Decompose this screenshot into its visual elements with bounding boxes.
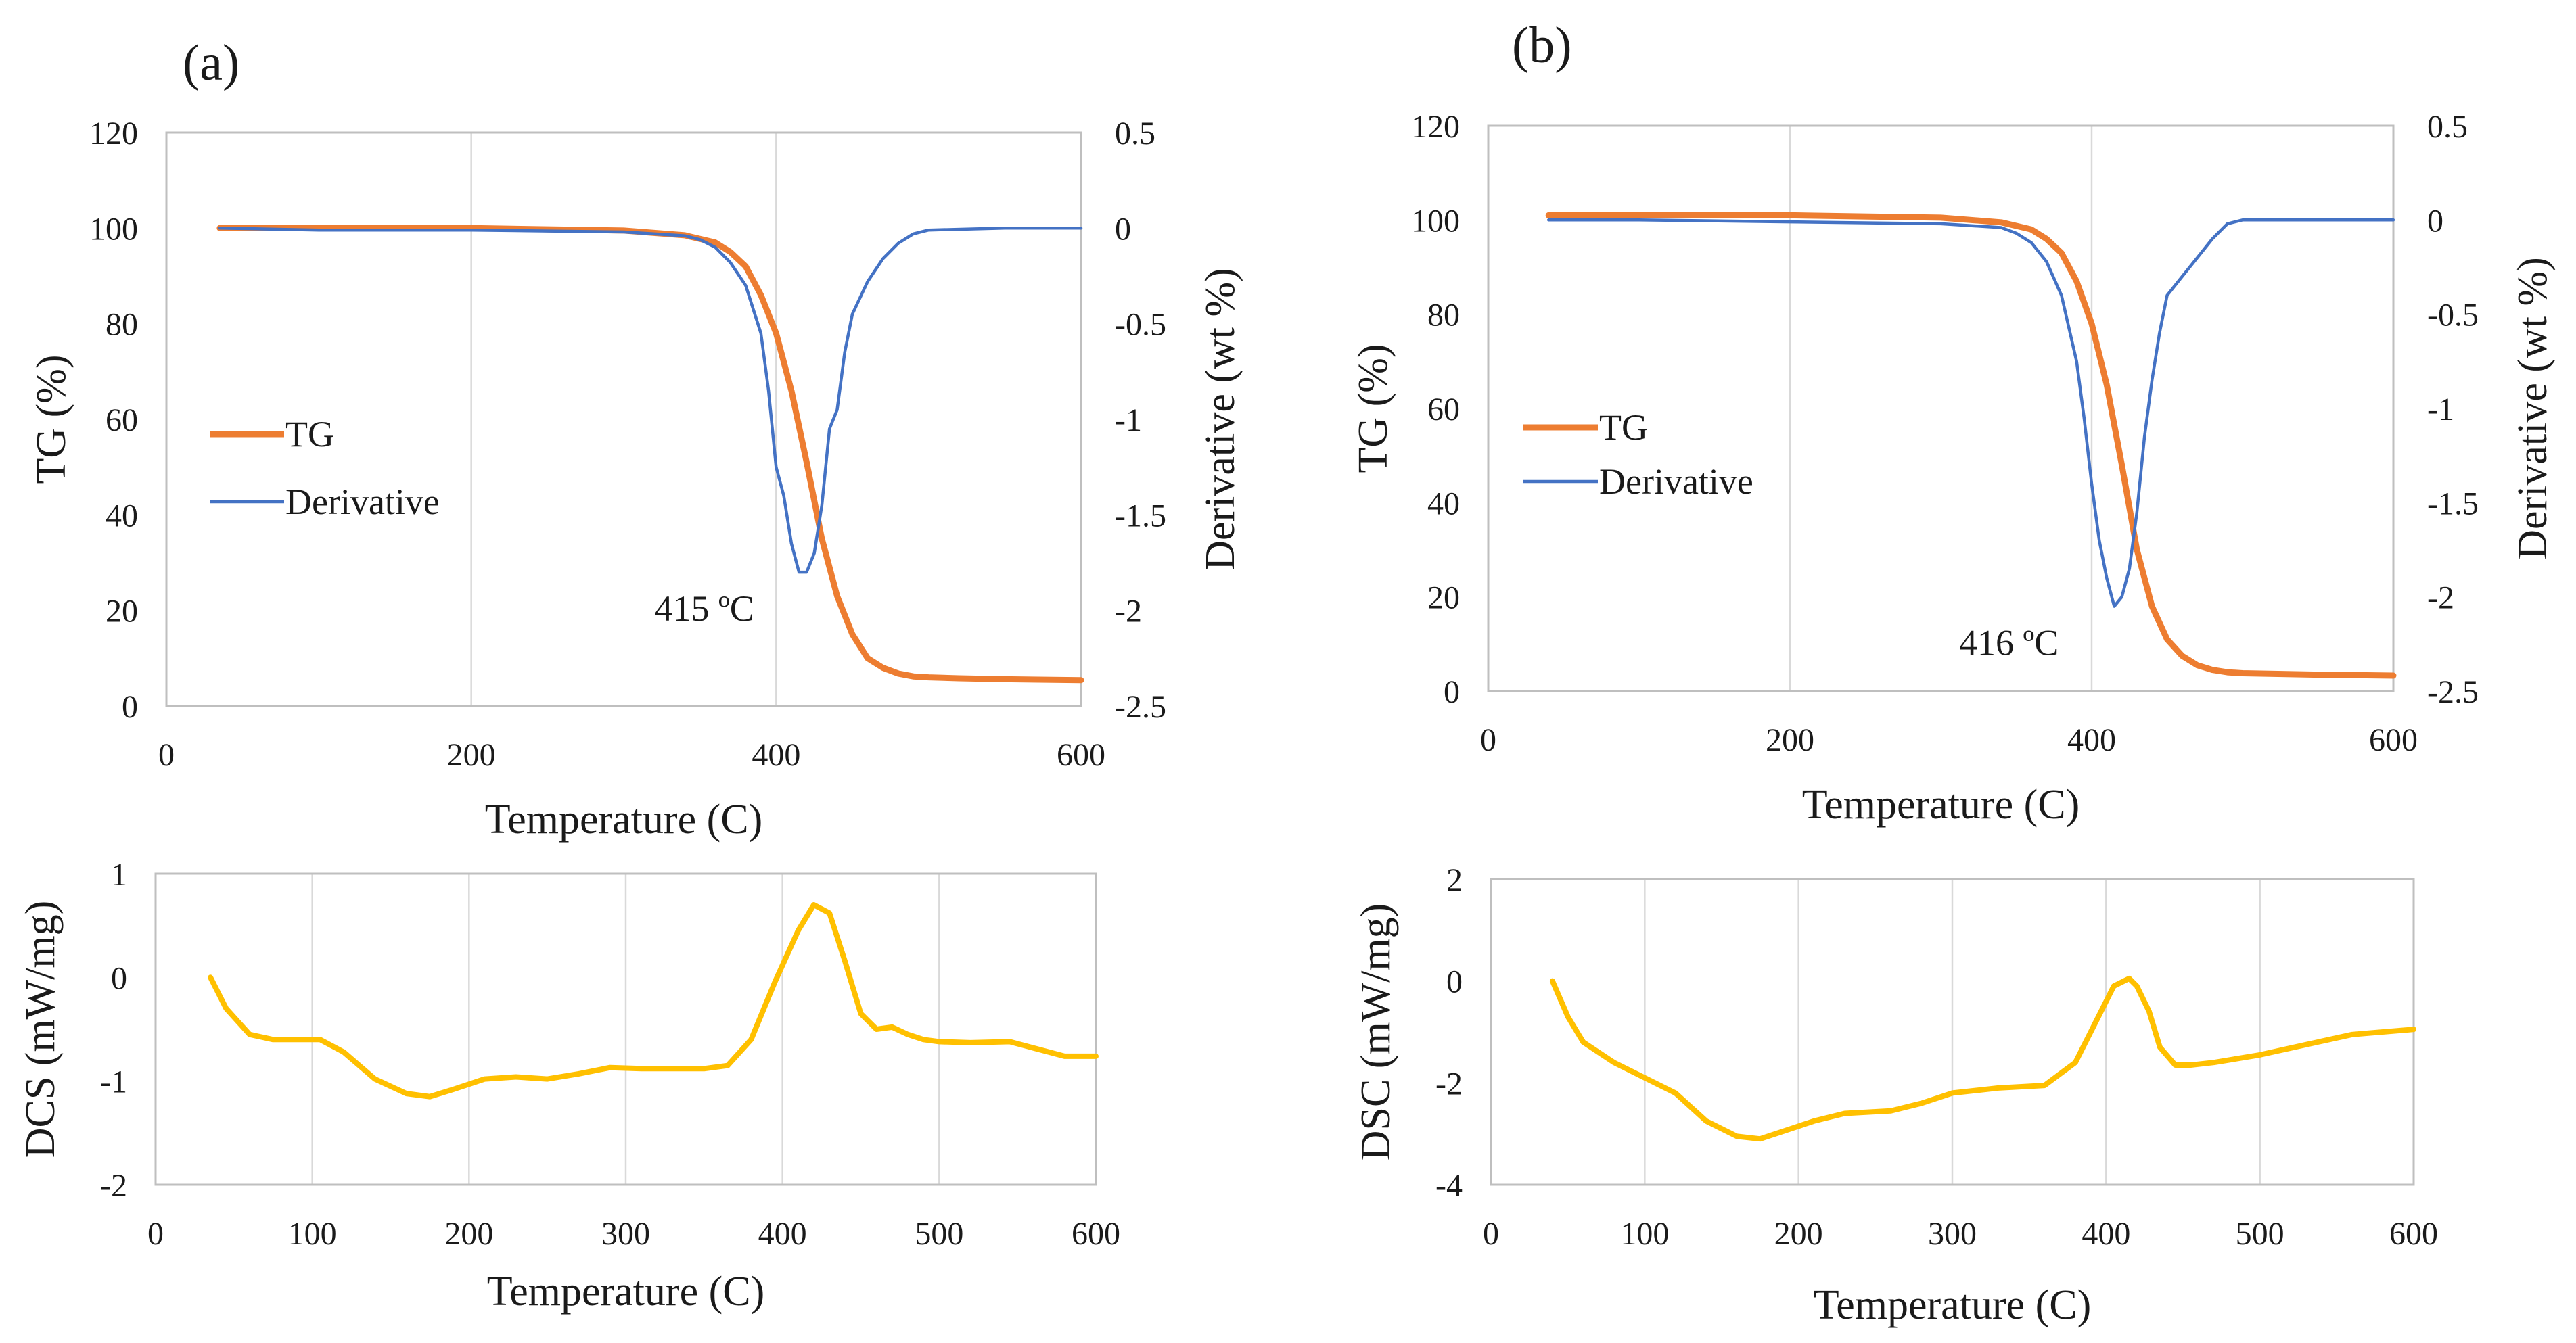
series-line-derivative [218,227,1083,574]
x-tick-label: 200 [1774,1216,1823,1252]
x-axis-title: Temperature (C) [487,1269,765,1315]
y-tick-label: 60 [1427,392,1460,427]
series-line-tg [216,225,1084,684]
plot-area [1487,124,2395,692]
series-line-dsc [1549,975,2416,1142]
y-tick-label: 40 [1427,486,1460,521]
y2-axis-title: Derivative (wt %) [1197,268,1243,571]
y-axis-title: TG (%) [28,354,74,484]
x-tick-label: 0 [1483,1216,1499,1252]
x-tick-label: 400 [758,1216,807,1252]
x-tick-label: 200 [444,1216,493,1252]
panel-label-b: (b) [1512,17,1572,74]
y-tick-label: 80 [106,307,138,343]
y-axis-title: DCS (mW/mg) [18,901,64,1158]
y-tick-label: 0 [1446,964,1463,1000]
y-tick-label: 40 [106,498,138,534]
x-tick-label: 600 [1057,737,1105,773]
x-tick-label: 100 [1620,1216,1669,1252]
series-line-dsc [208,902,1099,1100]
legend: TG Derivative [210,414,440,522]
legend-label-tg: TG [1599,407,1648,448]
x-tick-label: 300 [601,1216,650,1252]
x-tick-label: 600 [2369,722,2418,758]
x-tick-label: 600 [2389,1216,2438,1252]
y2-tick-label: -1.5 [2427,486,2479,521]
y-tick-label: 1 [111,857,127,893]
y-tick-label: 0 [111,960,127,996]
plot-area [165,131,1082,707]
chart-b-tg: 0 200 400 600 0 20 40 60 80 100 120 0.5 0 -0.5 -1 -1.5 -… [1350,109,2556,828]
y2-axis-title: Derivative (wt %) [2510,257,2556,560]
y-tick-label: 120 [89,116,138,151]
chart-a-dsc: 0 100 200 300 400 500 600 1 0 -1 -2 Temperature (C)… [18,857,1120,1315]
x-tick-label: 0 [158,737,175,773]
y-tick-label: -2 [100,1168,127,1204]
y-tick-label: 80 [1427,298,1460,333]
y-tick-label: -1 [100,1064,127,1100]
y2-tick-label: -2 [1115,594,1142,630]
x-tick-label: 400 [752,737,800,773]
y2-tick-label: -2.5 [1115,689,1166,725]
peak-annotation: 415 ºC [655,588,754,629]
y2-tick-label: 0.5 [1115,116,1155,151]
legend-label-derivative: Derivative [285,481,440,522]
x-tick-label: 0 [1480,722,1496,758]
x-tick-label: 300 [1928,1216,1977,1252]
y2-tick-label: -1.5 [1115,498,1166,534]
y2-tick-label: -1 [1115,402,1142,438]
y-tick-label: 20 [106,594,138,630]
x-tick-label: 400 [2067,722,2116,758]
y2-tick-label: 0 [1115,211,1131,247]
y2-tick-label: -0.5 [1115,307,1166,343]
x-tick-label: 0 [147,1216,164,1252]
y-tick-label: -2 [1435,1066,1463,1102]
y-tick-label: 0 [1444,674,1460,710]
x-axis-title: Temperature (C) [1814,1282,2092,1328]
x-tick-label: 600 [1072,1216,1120,1252]
chart-b-dsc: 0 100 200 300 400 500 600 2 0 -2 -4 Temperature (C)… [1353,862,2438,1328]
y2-tick-label: 0 [2427,203,2443,239]
x-tick-label: 200 [447,737,496,773]
x-tick-label: 500 [915,1216,963,1252]
plot-area [154,872,1097,1186]
series-line-derivative [1546,218,2395,608]
y-tick-label: 100 [89,211,138,247]
y2-tick-label: 0.5 [2427,109,2468,145]
panel-label-a: (a) [183,34,239,91]
y2-tick-label: -1 [2427,392,2454,427]
y-tick-label: 60 [106,402,138,438]
y-tick-label: -4 [1435,1168,1463,1204]
x-axis-title: Temperature (C) [485,797,763,843]
y2-tick-label: -0.5 [2427,298,2479,333]
x-axis-title: Temperature (C) [1802,782,2080,828]
x-tick-label: 400 [2082,1216,2130,1252]
legend-label-derivative: Derivative [1599,461,1753,502]
y2-tick-label: -2.5 [2427,674,2479,710]
y-tick-label: 20 [1427,580,1460,616]
x-tick-label: 500 [2236,1216,2284,1252]
y-tick-label: 0 [122,689,138,725]
legend: TG Derivative [1523,407,1753,502]
x-tick-label: 100 [288,1216,337,1252]
y-tick-label: 100 [1411,203,1460,239]
chart-a-tg: 0 200 400 600 0 20 40 60 80 100 120 0.5 0 -0.5 -1 -1.5 -… [28,116,1243,843]
peak-annotation: 416 ºC [1959,623,2058,663]
y-tick-label: 2 [1446,862,1463,898]
legend-label-tg: TG [285,414,334,454]
x-tick-label: 200 [1766,722,1814,758]
y2-tick-label: -2 [2427,580,2454,616]
y-axis-title: TG (%) [1350,344,1396,473]
y-axis-title: DSC (mW/mg) [1353,903,1399,1161]
series-line-tg [1545,212,2397,679]
y-tick-label: 120 [1411,109,1460,145]
